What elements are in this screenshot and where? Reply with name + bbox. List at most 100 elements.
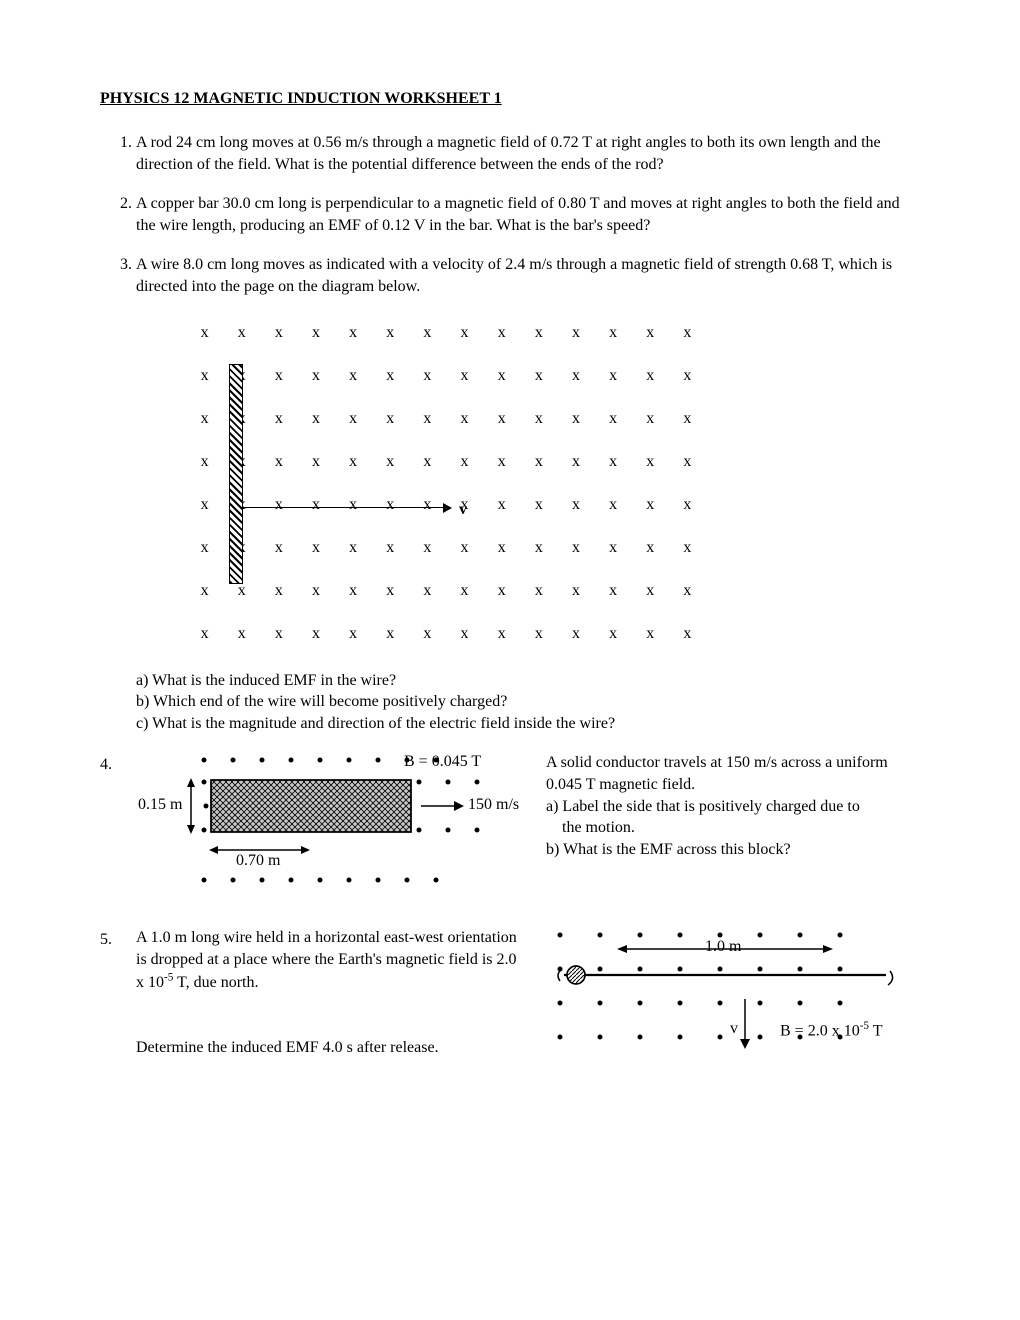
field-x-icon: x <box>260 355 297 398</box>
field-x-icon: x <box>520 484 557 527</box>
field-x-icon: x <box>557 484 594 527</box>
field-x-icon: x <box>409 484 446 527</box>
field-x-icon: x <box>335 570 372 613</box>
field-x-icon: x <box>520 527 557 570</box>
field-x-icon: x <box>520 398 557 441</box>
q3-subparts: a) What is the induced EMF in the wire? … <box>136 670 920 735</box>
question-list: A rod 24 cm long moves at 0.56 m/s throu… <box>100 132 920 734</box>
field-x-icon: x <box>669 484 706 527</box>
q4-B-label: B = 0.045 T <box>404 753 481 771</box>
field-x-icon: x <box>446 570 483 613</box>
field-x-icon: x <box>186 441 223 484</box>
q5-B-label: B = 2.0 x 10-5 T <box>780 1020 883 1040</box>
field-x-icon: x <box>446 613 483 656</box>
field-x-icon: x <box>372 570 409 613</box>
q4-diagram: B = 0.045 T 0.15 m 0.70 m 150 m/s <box>136 752 536 907</box>
question-4: 4. <box>100 752 920 907</box>
field-x-icon: x <box>557 441 594 484</box>
question-5: 5. A 1.0 m long wire held in a horizonta… <box>100 927 920 1082</box>
field-x-icon: x <box>335 527 372 570</box>
field-x-icon: x <box>223 312 260 355</box>
field-x-icon: x <box>260 613 297 656</box>
field-x-icon: x <box>186 355 223 398</box>
q5-text-block: A 1.0 m long wire held in a horizontal e… <box>136 927 520 1058</box>
field-x-icon: x <box>409 570 446 613</box>
field-x-icon: x <box>335 484 372 527</box>
field-x-icon: x <box>260 441 297 484</box>
field-x-icon: x <box>372 527 409 570</box>
q4-width-label: 0.70 m <box>236 852 280 870</box>
field-x-icon: x <box>483 312 520 355</box>
field-x-icon: x <box>335 398 372 441</box>
field-x-icon: x <box>595 527 632 570</box>
q4-parta2: the motion. <box>546 819 635 836</box>
field-x-icon: x <box>632 398 669 441</box>
field-x-icon: x <box>335 355 372 398</box>
q4-text-block: A solid conductor travels at 150 m/s acr… <box>536 752 920 860</box>
field-x-icon: x <box>260 398 297 441</box>
q4-height-label: 0.15 m <box>138 796 182 814</box>
q4-number: 4. <box>100 752 136 774</box>
field-x-icon: x <box>297 613 334 656</box>
field-x-icon: x <box>186 484 223 527</box>
field-x-icon: x <box>335 441 372 484</box>
field-x-icon: x <box>632 613 669 656</box>
q4-text: A solid conductor travels at 150 m/s acr… <box>546 754 888 793</box>
field-x-icon: x <box>669 527 706 570</box>
q5-sub: Determine the induced EMF 4.0 s after re… <box>136 1039 439 1056</box>
field-x-icon: x <box>520 441 557 484</box>
field-x-icon: x <box>186 312 223 355</box>
q4-conductor-hatch <box>211 780 411 832</box>
question-1: A rod 24 cm long moves at 0.56 m/s throu… <box>136 132 920 175</box>
field-x-icon: x <box>372 355 409 398</box>
field-x-icon: x <box>557 398 594 441</box>
field-x-icon: x <box>595 570 632 613</box>
field-x-icon: x <box>669 441 706 484</box>
q3-field-grid: xxxxxxxxxxxxxxxxxxxxxxxxxxxxxxxxxxxxxxxx… <box>186 312 706 656</box>
q4-partb: b) What is the EMF across this block? <box>546 841 791 858</box>
field-x-icon: x <box>483 570 520 613</box>
field-x-icon: x <box>520 312 557 355</box>
field-x-icon: x <box>632 312 669 355</box>
field-x-icon: x <box>483 398 520 441</box>
field-x-icon: x <box>297 355 334 398</box>
q4-velocity-label: 150 m/s <box>468 796 519 814</box>
field-x-icon: x <box>483 355 520 398</box>
q5-diagram: 1.0 m v B = 2.0 x 10-5 T <box>520 927 920 1082</box>
field-x-icon: x <box>632 355 669 398</box>
q4-svg <box>136 752 536 902</box>
field-x-icon: x <box>557 527 594 570</box>
field-x-icon: x <box>557 570 594 613</box>
q1-text: A rod 24 cm long moves at 0.56 m/s throu… <box>136 134 881 173</box>
field-x-icon: x <box>669 312 706 355</box>
field-x-icon: x <box>483 441 520 484</box>
field-x-icon: x <box>186 570 223 613</box>
page-title: PHYSICS 12 MAGNETIC INDUCTION WORKSHEET … <box>100 90 920 108</box>
q2-text: A copper bar 30.0 cm long is perpendicul… <box>136 195 900 234</box>
field-x-icon: x <box>632 441 669 484</box>
field-x-icon: x <box>409 312 446 355</box>
field-x-icon: x <box>669 570 706 613</box>
field-x-icon: x <box>446 355 483 398</box>
field-x-icon: x <box>186 398 223 441</box>
field-x-icon: x <box>409 398 446 441</box>
field-x-icon: x <box>595 484 632 527</box>
field-x-icon: x <box>483 484 520 527</box>
field-x-icon: x <box>595 312 632 355</box>
field-x-icon: x <box>260 484 297 527</box>
field-x-icon: x <box>372 484 409 527</box>
field-x-icon: x <box>669 398 706 441</box>
q3-velocity-arrow <box>241 507 451 509</box>
field-x-icon: x <box>595 398 632 441</box>
field-x-icon: x <box>557 312 594 355</box>
field-x-icon: x <box>260 527 297 570</box>
field-x-icon: x <box>557 613 594 656</box>
q5-number: 5. <box>100 927 136 949</box>
q5-text: A 1.0 m long wire held in a horizontal e… <box>136 929 517 991</box>
field-x-icon: x <box>297 570 334 613</box>
field-x-icon: x <box>186 613 223 656</box>
question-2: A copper bar 30.0 cm long is perpendicul… <box>136 193 920 236</box>
field-x-icon: x <box>409 441 446 484</box>
field-x-icon: x <box>595 441 632 484</box>
q3c-text: c) What is the magnitude and direction o… <box>136 713 920 735</box>
